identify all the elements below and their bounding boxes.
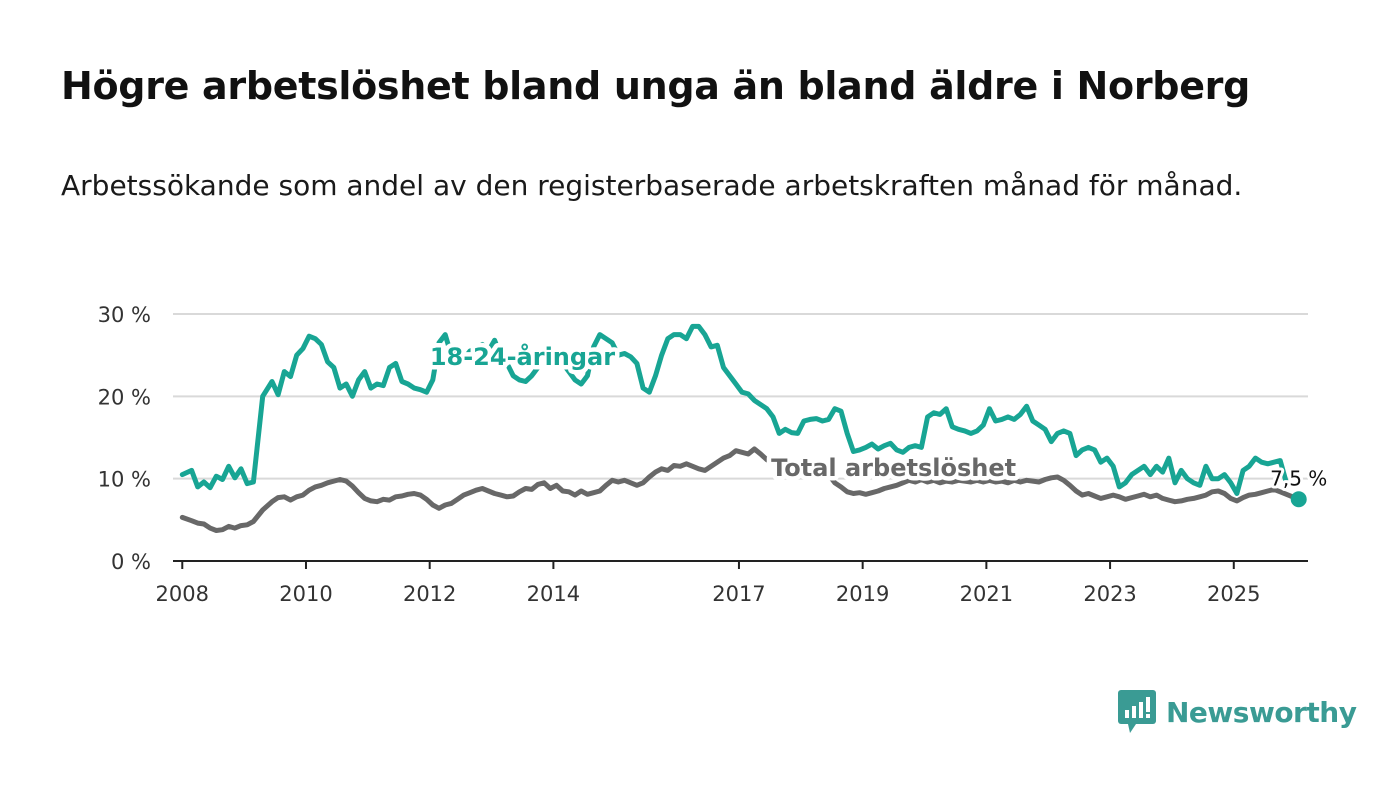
page-subtitle: Arbetssökande som andel av den registerb… [61, 169, 1243, 202]
end-value-label: 7,5 % [1270, 466, 1327, 490]
end-point-marker [1290, 491, 1307, 508]
x-tick-label: 2014 [527, 582, 580, 606]
series-line-0 [179, 323, 1289, 496]
y-tick-label: 0 % [111, 550, 151, 574]
y-tick-label: 20 % [98, 385, 151, 409]
brand-logo: Newsworthy [1118, 690, 1357, 734]
x-tick-label: 2021 [960, 582, 1013, 606]
y-tick-label: 10 % [98, 468, 151, 492]
series-label-halo: Total arbetslöshet [771, 454, 1016, 482]
series-label-1: Total arbetslöshet [771, 454, 1016, 482]
series-label-0: 18-24-åringar [430, 342, 615, 371]
x-tick-label: 2019 [836, 582, 889, 606]
series-label-halo: 18-24-åringar [430, 342, 615, 371]
series-lines [179, 323, 1302, 533]
x-tick-label: 2010 [279, 582, 332, 606]
axes: 0 % 10 % 20 % 30 % 2008 2010 2012 2014 2017 2019 2… [98, 303, 1308, 606]
end-value-halo: 7,5 % [1270, 466, 1327, 490]
page-title: Högre arbetslöshet bland unga än bland ä… [61, 64, 1251, 108]
x-tick-label: 2008 [156, 582, 209, 606]
brand-name: Newsworthy [1166, 695, 1357, 729]
y-tick-label: 30 % [98, 303, 151, 327]
bar-chart-speech-icon [1118, 690, 1156, 733]
x-tick-label: 2012 [403, 582, 456, 606]
x-tick-label: 2025 [1207, 582, 1260, 606]
series-line-1 [179, 446, 1302, 533]
x-tick-label: 2017 [712, 582, 765, 606]
x-tick-label: 2023 [1083, 582, 1136, 606]
